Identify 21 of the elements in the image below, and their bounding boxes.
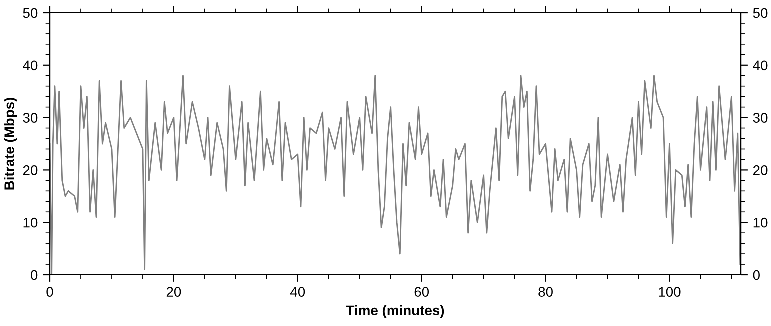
x-axis-title: Time (minutes)	[346, 305, 444, 318]
y-tick-label: 30	[23, 113, 38, 123]
y2-tick-label: 40	[753, 60, 768, 71]
y-tick-label: 50	[23, 8, 38, 18]
y-tick-label: 10	[24, 218, 38, 228]
x-tick-label: 40	[290, 287, 306, 298]
x-tick-label: 100	[659, 287, 681, 298]
x-tick-label: 60	[414, 287, 430, 298]
y-tick-label: 20	[23, 166, 38, 176]
y2-tick-label: 10	[754, 218, 768, 228]
line-series	[50, 75, 741, 275]
y-tick-label: 0	[31, 270, 38, 280]
y2-tick-label: 20	[754, 166, 768, 176]
x-tick-label: 20	[166, 287, 182, 298]
y2-tick-label: 50	[753, 8, 768, 18]
y-tick-label: 40	[23, 60, 38, 71]
y2-tick-label: 30	[753, 113, 768, 123]
y-axis-title: Bitrate (Mbps)	[4, 98, 18, 190]
x-tick-label: 0	[46, 287, 54, 298]
y2-tick-label: 0	[753, 270, 760, 280]
x-tick-label: 80	[538, 287, 553, 298]
